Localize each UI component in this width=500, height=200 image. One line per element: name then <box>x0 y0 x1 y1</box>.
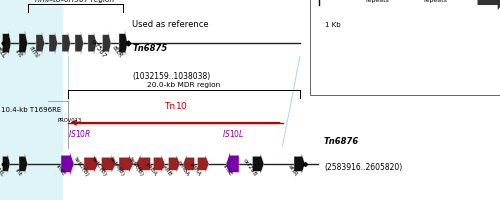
FancyArrow shape <box>119 155 134 173</box>
FancyArrow shape <box>294 154 305 174</box>
Text: insE: insE <box>55 163 66 176</box>
Text: tetA(B): tetA(B) <box>108 156 125 176</box>
Text: $\it{IS10L}$: $\it{IS10L}$ <box>222 128 245 138</box>
FancyArrow shape <box>19 154 28 174</box>
Text: (2583916..2605820): (2583916..2605820) <box>324 162 402 171</box>
Text: $\it{IS10R}$: $\it{IS10R}$ <box>68 128 91 138</box>
Text: Tn6875: Tn6875 <box>132 44 168 53</box>
Text: ydiB: ydiB <box>162 162 173 176</box>
FancyArrow shape <box>2 31 11 57</box>
FancyArrow shape <box>2 154 10 174</box>
Bar <box>310 0 500 96</box>
FancyArrow shape <box>75 32 84 56</box>
FancyArrow shape <box>19 31 28 57</box>
FancyArrow shape <box>136 155 150 173</box>
FancyArrow shape <box>36 32 44 56</box>
Text: Used as reference: Used as reference <box>132 20 209 29</box>
FancyArrow shape <box>198 155 209 173</box>
Text: 1 Kb: 1 Kb <box>325 22 340 28</box>
Text: Tn6876: Tn6876 <box>324 136 359 145</box>
FancyArrow shape <box>119 31 128 57</box>
FancyArrow shape <box>62 32 70 56</box>
Text: $\it{10}$: $\it{10}$ <box>175 99 188 110</box>
FancyArrow shape <box>61 152 74 176</box>
Text: Direct
repeats: Direct repeats <box>423 0 447 3</box>
Text: ydhA: ydhA <box>189 161 202 176</box>
FancyArrow shape <box>168 155 180 173</box>
Text: tetR(B): tetR(B) <box>128 156 144 176</box>
FancyArrow shape <box>154 155 165 173</box>
Text: hmoA: hmoA <box>175 159 190 176</box>
Text: PROV013: PROV013 <box>57 118 81 122</box>
Text: orf567: orf567 <box>90 37 107 58</box>
Text: (1032159..1038038): (1032159..1038038) <box>132 72 211 81</box>
FancyArrow shape <box>102 32 111 56</box>
Text: rimI: rimI <box>28 45 40 58</box>
Text: attR: attR <box>287 163 298 176</box>
Text: int: int <box>14 48 23 58</box>
Text: 10.4-kb T1696RE: 10.4-kb T1696RE <box>1 106 61 112</box>
FancyArrow shape <box>478 0 500 11</box>
FancyArrow shape <box>252 154 264 174</box>
Bar <box>0 0 62 200</box>
FancyArrow shape <box>183 155 194 173</box>
FancyArrow shape <box>84 155 98 173</box>
FancyArrow shape <box>49 32 58 56</box>
Text: attL: attL <box>0 164 5 176</box>
Text: rimI–to–orf567 region: rimI–to–orf567 region <box>36 0 115 3</box>
Text: insE: insE <box>222 163 234 176</box>
Text: tetC(B): tetC(B) <box>91 155 108 176</box>
Text: yebA: yebA <box>145 161 158 176</box>
Text: tetD(B): tetD(B) <box>73 155 90 176</box>
Text: 20.0-kb MDR region: 20.0-kb MDR region <box>147 82 220 88</box>
Text: int: int <box>14 167 22 176</box>
FancyArrow shape <box>102 155 116 173</box>
FancyArrow shape <box>226 152 239 176</box>
Text: orf288: orf288 <box>242 157 257 176</box>
Text: Inverted
repeats: Inverted repeats <box>364 0 391 3</box>
FancyArrow shape <box>88 32 96 56</box>
Text: attR: attR <box>110 44 123 58</box>
Text: Tn: Tn <box>164 101 175 110</box>
Text: attL: attL <box>0 45 7 58</box>
